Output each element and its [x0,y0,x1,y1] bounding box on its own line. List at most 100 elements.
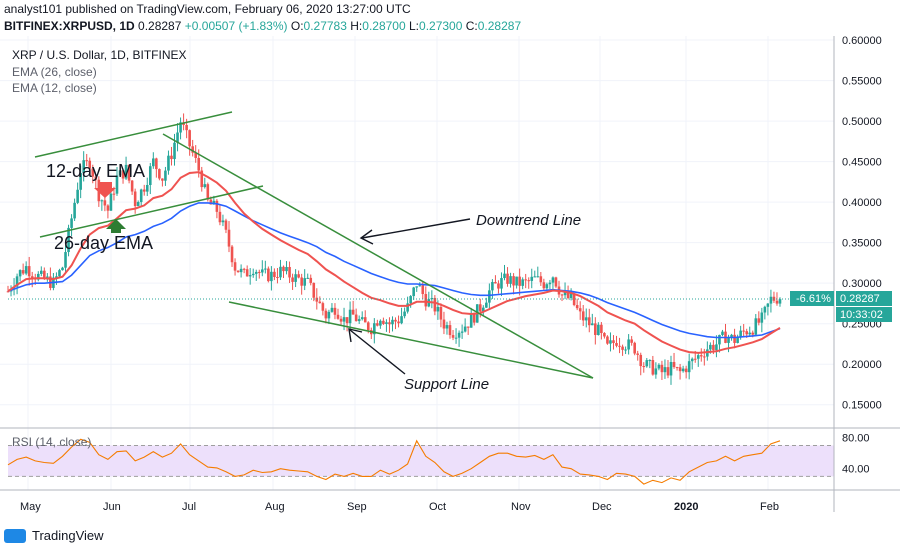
candle-body [397,321,400,324]
candle-body [112,193,116,195]
candle-body [139,189,143,203]
candle-body [715,344,718,351]
candle-body [703,356,706,358]
candle-body [445,325,449,329]
candle-body [366,322,370,331]
candle-body [288,266,291,278]
candle-body [581,311,585,321]
time-tick-label: Feb [760,501,779,513]
candle-body [748,332,752,335]
candle-body [348,309,352,324]
candle-body [587,317,591,326]
candle-body [294,274,297,282]
candle-body [394,319,397,322]
candle-body [100,200,104,202]
candle-body [67,227,70,253]
candle-body [739,330,742,338]
candle-body [330,307,334,312]
candle-body [351,309,355,315]
candle-body [696,355,700,359]
ema26-line [7,202,781,339]
candle-body [212,200,216,205]
candle-body [21,270,25,274]
downtrend-arrowhead [359,229,374,245]
candle-body [88,160,92,169]
candle-body [24,266,28,274]
candle-body [194,152,198,158]
candle-body [345,317,349,324]
candle-body [618,345,621,347]
candle-body [357,319,361,322]
rsi-legend: RSI (14, close) [12,435,91,449]
candle-body [142,189,146,192]
candle-body [318,301,322,304]
candle-body [418,285,422,287]
candle-body [30,276,34,278]
candle-body [233,262,237,271]
candle-body [542,282,546,289]
buy-marker-icon [106,219,126,233]
candle-body [406,303,409,312]
candle-body [43,270,46,279]
candle-body [55,276,58,278]
candle-body [185,125,188,131]
candle-body [424,294,428,307]
candle-body [678,367,682,372]
candle-body [106,205,110,211]
candle-body [654,368,658,375]
candle-body [200,170,204,188]
candle-body [681,368,685,372]
time-tick-label: Nov [511,501,531,513]
candle-body [775,300,779,304]
candle-body [136,202,140,207]
candle-body [751,332,755,335]
countdown-badge [836,307,892,322]
candle-body [46,276,49,279]
upper-channel-line[interactable] [34,111,233,158]
candle-body [539,276,543,283]
candle-body [248,275,252,277]
candle-body [421,285,425,295]
candle-body [760,312,764,323]
tradingview-logo-icon [4,528,26,543]
candle-body [687,361,691,373]
tradingview-logo[interactable]: TradingView [4,528,104,543]
lower-channel-line[interactable] [39,185,264,238]
candle-body [666,367,670,376]
candle-body [503,273,506,279]
candle-body [158,169,161,179]
candle-body [264,268,267,270]
candle-body [360,317,364,320]
candle-body [684,368,688,373]
candle-body [745,331,748,335]
candle-body [109,193,113,211]
candle-body [148,166,152,185]
time-tick-label: Jun [103,501,121,513]
candle-body [672,361,676,368]
price-tick-label: 0.30000 [842,278,882,290]
candle-body [382,320,385,324]
ema12-legend: EMA (12, close) [12,81,97,95]
candle-body [273,271,276,277]
candle-body [251,273,255,276]
candle-body [518,276,521,286]
candle-body [103,200,107,206]
candle-body [675,367,679,369]
candle-body [485,302,488,308]
candle-body [73,202,76,219]
support-trendline[interactable] [228,301,594,379]
candle-body [206,184,210,200]
candle-body [379,320,382,326]
candle-body [257,271,261,273]
time-tick-label: Aug [265,501,285,513]
candle-body [145,184,149,192]
downtrend-trendline[interactable] [162,133,594,379]
candle-body [454,337,458,339]
candle-body [236,270,240,273]
time-tick-label: May [20,501,41,513]
rsi-axis-labels: 80.00 40.00 [842,433,870,476]
candle-body [627,339,630,350]
price-badge-text: 0.28287 [840,293,880,305]
candle-body [482,307,485,312]
